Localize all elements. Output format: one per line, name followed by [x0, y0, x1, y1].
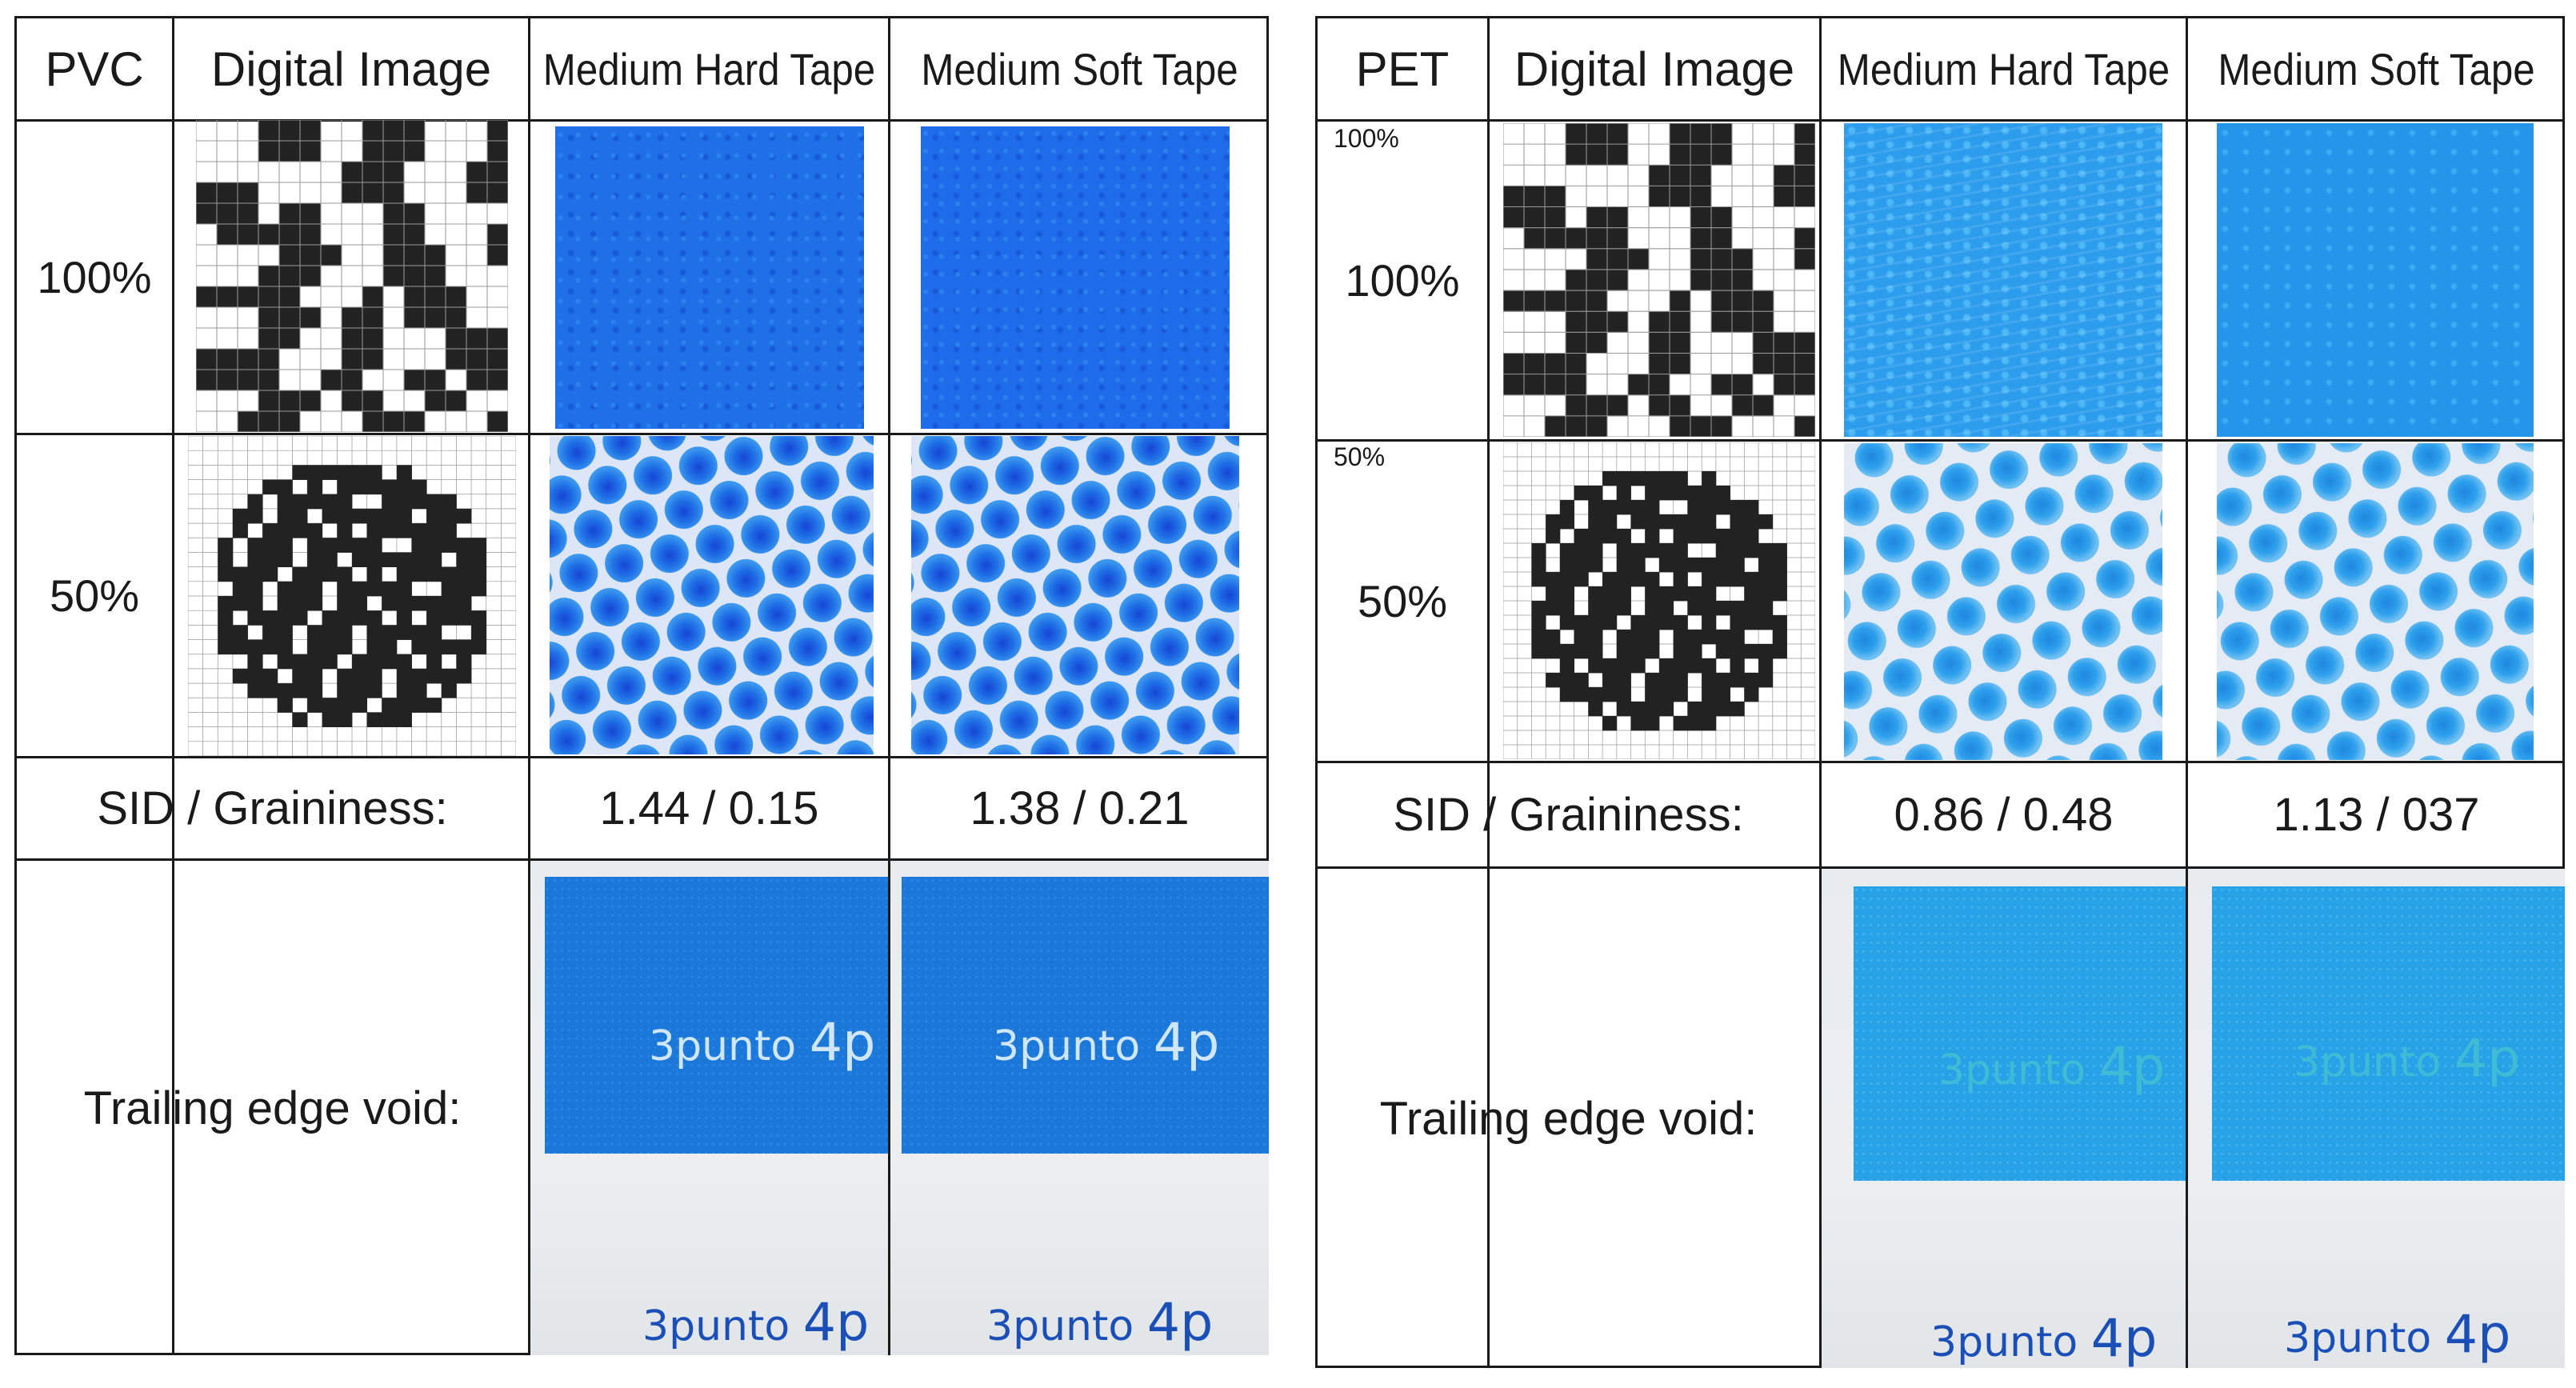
divider [1318, 439, 2562, 442]
brand-text-on-substrate: 3punto 4p [1930, 1309, 2158, 1368]
column-header-medium-soft-tape: Medium Soft Tape [921, 43, 1238, 94]
medium-hard-tape-trailing-edge-photo: 3punto 4p 3punto 4p [530, 861, 888, 1355]
column-header-medium-hard-tape: Medium Hard Tape [542, 43, 876, 94]
sid-value-medium-soft: 1.13 / 037 [2273, 789, 2480, 841]
medium-soft-tape-screen-print [2217, 443, 2534, 760]
medium-soft-tape-trailing-edge-photo: 3punto 4p 3punto 4p [2188, 869, 2565, 1368]
brand-text-on-substrate: 3punto 4p [2284, 1305, 2511, 1365]
column-header-medium-soft-tape: Medium Soft Tape [2218, 43, 2535, 94]
medium-hard-tape-solid-print [1844, 123, 2162, 437]
divider [1487, 18, 1490, 1366]
medium-soft-tape-solid-print [921, 126, 1230, 429]
checker-pattern-100 [196, 120, 508, 432]
digital-image-50 [1503, 442, 1815, 759]
sid-graininess-label: SID / Graininess: [1393, 789, 1744, 841]
medium-hard-tape-solid-print [555, 126, 864, 429]
row-label-50: 50% [49, 570, 140, 621]
column-header-digital-image: Digital Image [1514, 42, 1795, 96]
pet-table: PET Digital Image Medium Hard Tape Mediu… [1315, 16, 2565, 1368]
pvc-table: PVC Digital Image Medium Hard Tape Mediu… [14, 16, 1269, 1355]
divider [172, 18, 174, 1353]
divider [17, 858, 1266, 861]
divider [17, 433, 1266, 435]
brand-text-on-print: 3punto 4p [2294, 1029, 2521, 1089]
row-label-100: 100% [1345, 255, 1460, 306]
halftone-dot-pattern-50 [1531, 471, 1787, 731]
medium-hard-tape-screen-print [550, 436, 874, 754]
digital-image-100 [196, 120, 508, 432]
divider [1318, 119, 2562, 122]
divider [528, 18, 530, 1353]
trailing-edge-void-label: Trailing edge void: [83, 1082, 462, 1134]
medium-hard-tape-trailing-edge-photo: 3punto 4p 3punto 4p [1822, 869, 2186, 1368]
material-label: PVC [45, 42, 144, 96]
brand-text-on-substrate: 3punto 4p [986, 1293, 1214, 1353]
digital-image-50 [188, 436, 516, 756]
column-header-digital-image: Digital Image [210, 42, 492, 96]
print-area [902, 877, 1269, 1154]
medium-hard-tape-screen-print [1844, 443, 2162, 760]
sid-graininess-label: SID / Graininess: [97, 782, 448, 834]
material-label: PET [1355, 42, 1450, 96]
digital-image-100 [1503, 123, 1815, 437]
row-corner-label-100: 100% [1334, 124, 1399, 153]
divider [1318, 866, 2562, 869]
trailing-edge-void-label: Trailing edge void: [1379, 1092, 1758, 1145]
halftone-dot-pattern-50 [218, 465, 487, 727]
brand-text-on-print: 3punto 4p [1938, 1037, 2166, 1097]
column-header-medium-hard-tape: Medium Hard Tape [1837, 43, 2170, 94]
print-area [2212, 886, 2565, 1181]
sid-value-medium-soft: 1.38 / 0.21 [970, 782, 1190, 834]
row-label-100: 100% [37, 252, 152, 302]
row-corner-label-50: 50% [1334, 442, 1386, 471]
brand-text-on-print: 3punto 4p [649, 1013, 876, 1073]
print-area [1854, 886, 2186, 1181]
sid-value-medium-hard: 1.44 / 0.15 [599, 782, 819, 834]
divider [888, 18, 890, 1353]
medium-soft-tape-solid-print [2217, 123, 2534, 437]
divider [2186, 18, 2188, 1366]
divider [17, 119, 1266, 122]
medium-soft-tape-trailing-edge-photo: 3punto 4p 3punto 4p [890, 861, 1269, 1355]
divider [17, 756, 1266, 758]
divider [1318, 761, 2562, 763]
brand-text-on-substrate: 3punto 4p [642, 1293, 870, 1353]
row-label-50: 50% [1357, 576, 1448, 626]
print-area [545, 877, 888, 1154]
checker-pattern-100 [1503, 123, 1815, 437]
medium-soft-tape-screen-print [911, 436, 1239, 754]
sid-value-medium-hard: 0.86 / 0.48 [1894, 789, 2114, 841]
brand-text-on-print: 3punto 4p [993, 1013, 1220, 1073]
divider [1819, 18, 1822, 1366]
